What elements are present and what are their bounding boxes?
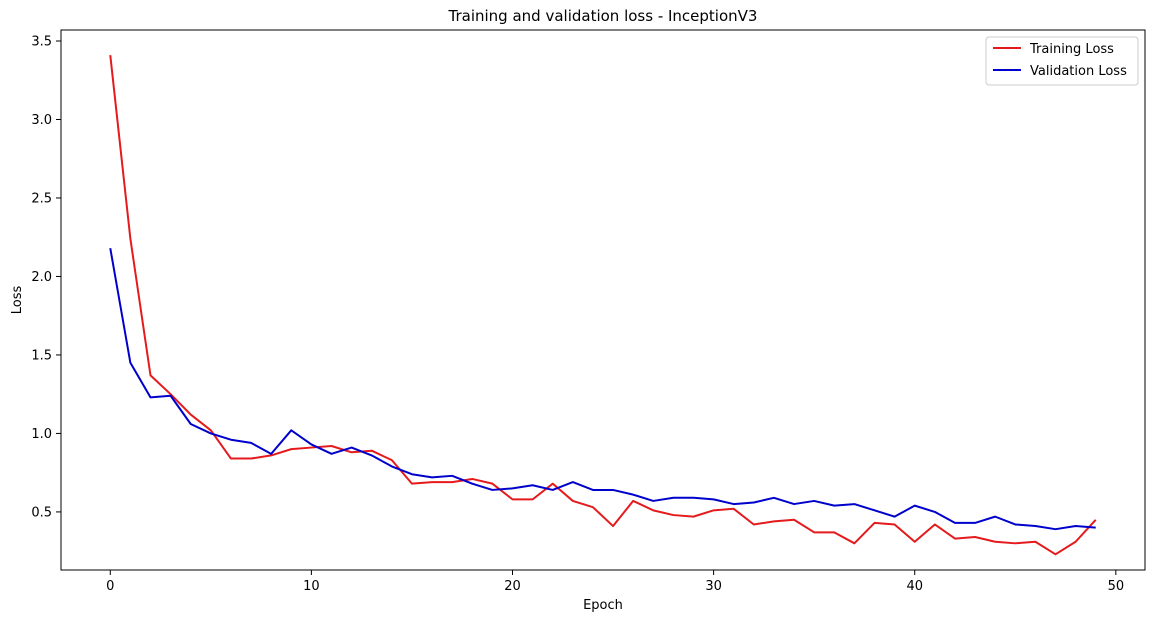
y-tick-label: 2.0 (31, 270, 52, 285)
y-tick-label: 1.5 (31, 348, 52, 363)
series-line-training-loss (109, 55, 1097, 556)
legend: Training Loss Validation Loss (985, 36, 1139, 86)
y-tick-label: 1.0 (31, 427, 52, 442)
x-tick-label: 30 (705, 579, 722, 594)
x-axis-ticks: 0 10 20 30 40 50 (106, 570, 1124, 594)
x-axis-label: Epoch (583, 598, 623, 613)
legend-label-validation: Validation Loss (1030, 64, 1127, 79)
y-tick-label: 2.5 (31, 191, 52, 206)
y-tick-label: 3.5 (31, 34, 52, 49)
x-tick-label: 20 (504, 579, 521, 594)
y-tick-label: 3.0 (31, 113, 52, 128)
y-axis-ticks: 0.5 1.0 1.5 2.0 2.5 3.0 3.5 (31, 34, 61, 520)
chart-title: Training and validation loss - Inception… (448, 7, 758, 25)
x-tick-label: 40 (906, 579, 923, 594)
legend-frame (985, 36, 1139, 86)
series-line-validation-loss (109, 248, 1096, 531)
plot-area (61, 30, 1145, 570)
x-tick-label: 10 (303, 579, 320, 594)
legend-label-training: Training Loss (1029, 42, 1114, 57)
y-tick-label: 0.5 (31, 505, 52, 520)
x-tick-label: 0 (106, 579, 114, 594)
x-tick-label: 50 (1108, 579, 1125, 594)
series-layer (109, 55, 1097, 556)
plot-frame (60, 29, 1146, 571)
y-axis-label: Loss (10, 286, 25, 315)
